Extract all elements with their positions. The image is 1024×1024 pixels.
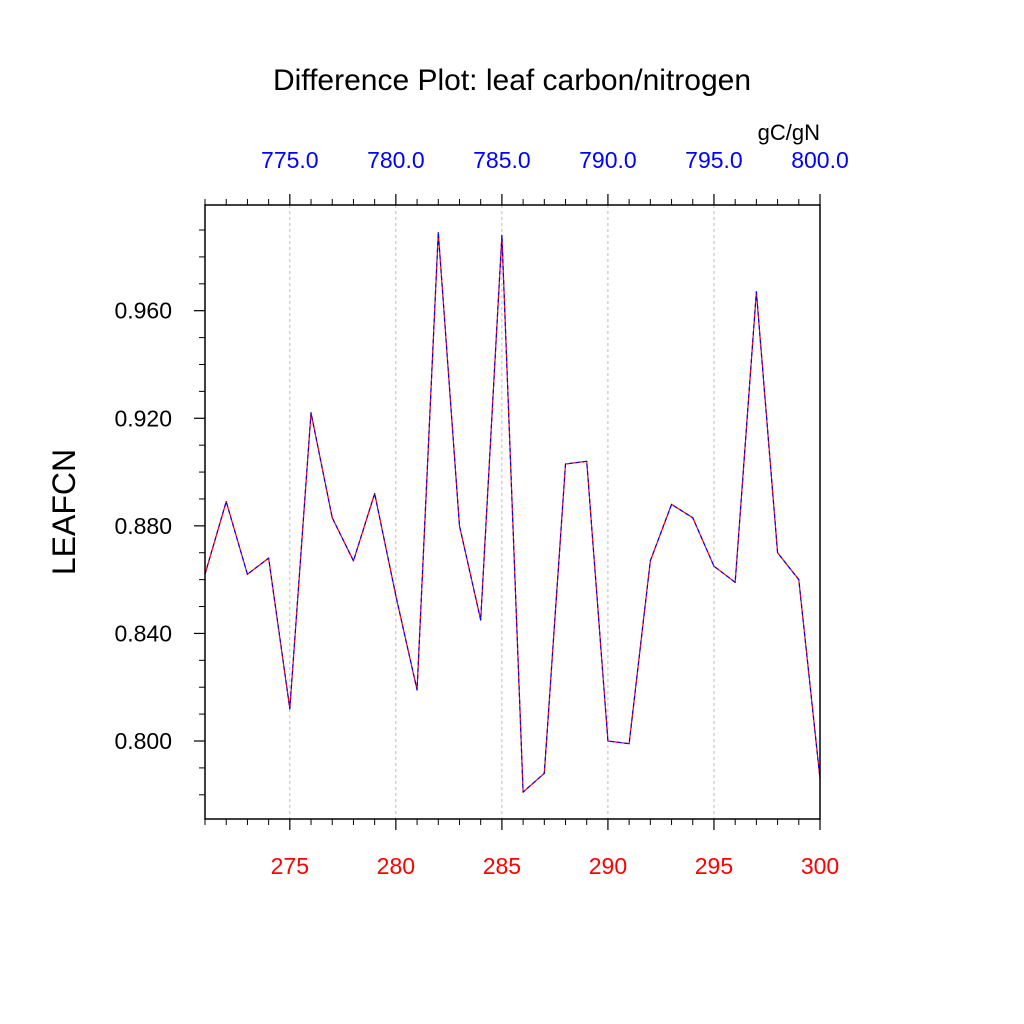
- data-point: [734, 581, 736, 583]
- data-point: [776, 552, 779, 554]
- data-point: [416, 689, 418, 691]
- plot-frame: [204, 204, 821, 820]
- data-point: [798, 579, 800, 581]
- series-line-overlay: [204, 232, 821, 793]
- y-tick-label: 0.840: [114, 620, 172, 646]
- data-point: [437, 232, 439, 234]
- data-point: [628, 743, 630, 745]
- data-point: [755, 291, 757, 293]
- data-point: [289, 708, 291, 710]
- data-point: [649, 560, 651, 562]
- data-point: [225, 501, 227, 503]
- units-label: gC/gN: [758, 120, 820, 145]
- x-tick-label: 295: [695, 853, 733, 879]
- x-top-tick-label: 785.0: [473, 147, 531, 173]
- data-point: [458, 525, 461, 527]
- minor-ticks: [199, 199, 800, 825]
- major-ticks: [194, 194, 821, 830]
- data-point: [480, 619, 482, 621]
- data-point: [543, 772, 545, 774]
- x-top-tick-label: 780.0: [367, 147, 425, 173]
- data-point: [670, 503, 673, 505]
- data-point: [246, 573, 249, 575]
- data-point: [268, 557, 270, 559]
- x-top-tick-label: 795.0: [685, 147, 743, 173]
- y-tick-label: 0.920: [114, 405, 172, 431]
- series-lines: [204, 232, 821, 793]
- tick-labels: 275 280 285 290 295 300 775.0 780.0 785.0 790.0 79…: [114, 147, 848, 879]
- chart-title: Difference Plot: leaf carbon/nitrogen: [273, 64, 751, 97]
- x-tick-label: 285: [483, 853, 521, 879]
- x-top-tick-label: 800.0: [791, 147, 849, 173]
- data-point: [522, 791, 524, 793]
- data-point: [501, 234, 503, 236]
- data-point: [374, 492, 376, 495]
- data-point: [310, 412, 312, 414]
- y-tick-label: 0.880: [114, 513, 172, 539]
- data-point: [713, 565, 715, 567]
- x-tick-label: 290: [589, 853, 627, 879]
- data-point: [352, 560, 355, 562]
- x-tick-label: 275: [271, 853, 309, 879]
- y-tick-label: 0.800: [114, 728, 172, 754]
- gridlines: [289, 205, 715, 819]
- data-point: [395, 595, 397, 597]
- data-point: [586, 460, 588, 462]
- data-point: [331, 517, 333, 519]
- x-top-tick-label: 790.0: [579, 147, 637, 173]
- x-tick-label: 280: [377, 853, 415, 879]
- y-axis-label: LEAFCN: [46, 449, 82, 575]
- y-tick-label: 0.960: [114, 298, 172, 324]
- data-point: [564, 463, 567, 465]
- x-top-tick-label: 775.0: [261, 147, 319, 173]
- x-tick-label: 300: [801, 853, 839, 879]
- data-point: [607, 740, 609, 742]
- data-point: [692, 517, 694, 519]
